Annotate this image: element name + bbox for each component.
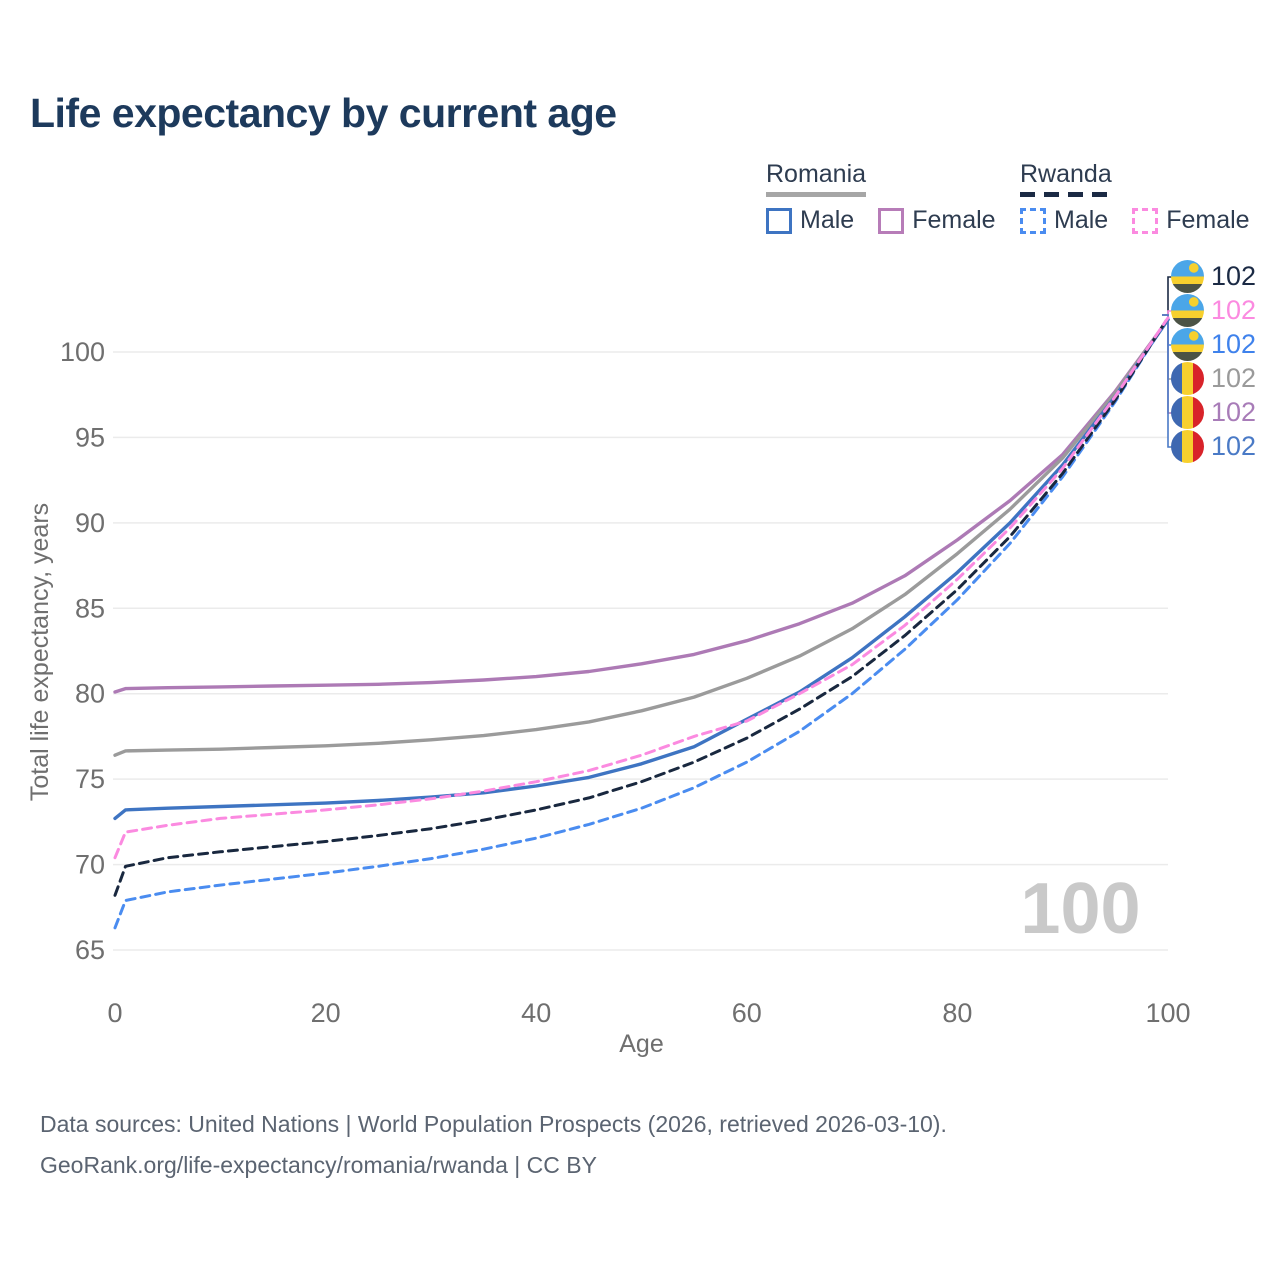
legend-item-label: Female xyxy=(912,206,996,234)
end-label-value: 102 xyxy=(1211,431,1257,461)
rwanda-female-swatch-icon xyxy=(1132,207,1159,234)
legend-header-rwanda-label: Rwanda xyxy=(1020,160,1112,188)
end-label-connector xyxy=(1162,314,1173,448)
legend-underline-dashed xyxy=(1020,192,1112,197)
end-label-value: 102 xyxy=(1211,329,1257,359)
romania-female-swatch-icon xyxy=(878,207,905,234)
legend-header-romania-label: Romania xyxy=(766,160,867,188)
legend-group-rwanda: Rwanda Male Female xyxy=(1020,160,1250,235)
age-frame-watermark: 100 xyxy=(1020,869,1141,949)
series-line-romania-both-sexes[interactable] xyxy=(113,317,1170,757)
x-axis-title: Age xyxy=(619,1030,663,1058)
x-tick-label: 100 xyxy=(1145,998,1190,1028)
romania-flag-icon xyxy=(1171,362,1204,395)
end-label-value: 102 xyxy=(1211,261,1257,291)
y-tick-label: 75 xyxy=(75,764,105,794)
legend-underline-solid xyxy=(766,192,867,197)
romania-flag-icon xyxy=(1171,430,1204,463)
x-tick-label: 60 xyxy=(732,998,762,1028)
rwanda-flag-icon xyxy=(1171,294,1204,327)
legend-item-label: Female xyxy=(1166,206,1250,234)
legend-item-label: Male xyxy=(800,206,855,234)
x-tick-label: 40 xyxy=(521,998,551,1028)
legend-header-rwanda[interactable]: Rwanda xyxy=(1020,160,1112,197)
x-tick-label: 0 xyxy=(107,998,122,1028)
end-label-value: 102 xyxy=(1211,397,1257,427)
y-tick-label: 70 xyxy=(75,850,105,880)
series-line-rwanda-female[interactable] xyxy=(113,316,1170,860)
y-tick-label: 95 xyxy=(75,422,105,452)
rwanda-flag-icon xyxy=(1171,328,1204,361)
legend-header-romania[interactable]: Romania xyxy=(766,160,867,197)
x-tick-label: 80 xyxy=(942,998,972,1028)
y-tick-label: 65 xyxy=(75,935,105,965)
rwanda-flag-icon xyxy=(1171,260,1204,293)
end-label-romania-female: 102 xyxy=(1171,396,1256,429)
page-title: Life expectancy by current age xyxy=(30,90,617,136)
legend-item-label: Male xyxy=(1054,206,1109,234)
footer-sources-line: Data sources: United Nations | World Pop… xyxy=(40,1111,947,1137)
rwanda-male-swatch-icon xyxy=(1020,207,1046,234)
end-label-value: 102 xyxy=(1211,295,1257,325)
end-label-rwanda-both-sexes: 102 xyxy=(1171,260,1256,293)
y-tick-label: 80 xyxy=(75,679,105,709)
legend-item-romania-male[interactable]: Male xyxy=(766,206,854,235)
end-label-romania-male: 102 xyxy=(1171,430,1256,463)
series-line-rwanda-both-sexes[interactable] xyxy=(113,316,1170,897)
legend-item-rwanda-female[interactable]: Female xyxy=(1132,206,1250,235)
series-line-romania-male[interactable] xyxy=(113,317,1170,821)
end-label-rwanda-female: 102 xyxy=(1171,294,1256,327)
legend-item-romania-female[interactable]: Female xyxy=(878,206,996,235)
legend-item-rwanda-male[interactable]: Male xyxy=(1020,206,1108,235)
y-tick-label: 90 xyxy=(75,508,105,538)
series-line-romania-female[interactable] xyxy=(113,317,1170,694)
y-tick-label: 100 xyxy=(60,337,105,367)
y-tick-label: 85 xyxy=(75,593,105,623)
series-line-rwanda-male[interactable] xyxy=(113,316,1170,930)
y-axis-title: Total life expectancy, years xyxy=(26,503,54,801)
x-tick-label: 20 xyxy=(311,998,341,1028)
footer: Data sources: United Nations | World Pop… xyxy=(40,1104,947,1186)
end-label-value: 102 xyxy=(1211,363,1257,393)
romania-flag-icon xyxy=(1171,396,1204,429)
end-label-romania-both-sexes: 102 xyxy=(1171,362,1256,395)
end-label-rwanda-male: 102 xyxy=(1171,328,1256,361)
romania-male-swatch-icon xyxy=(766,207,792,234)
legend-group-romania: Romania Male Female xyxy=(766,160,996,235)
footer-attribution-line: GeoRank.org/life-expectancy/romania/rwan… xyxy=(40,1152,597,1178)
